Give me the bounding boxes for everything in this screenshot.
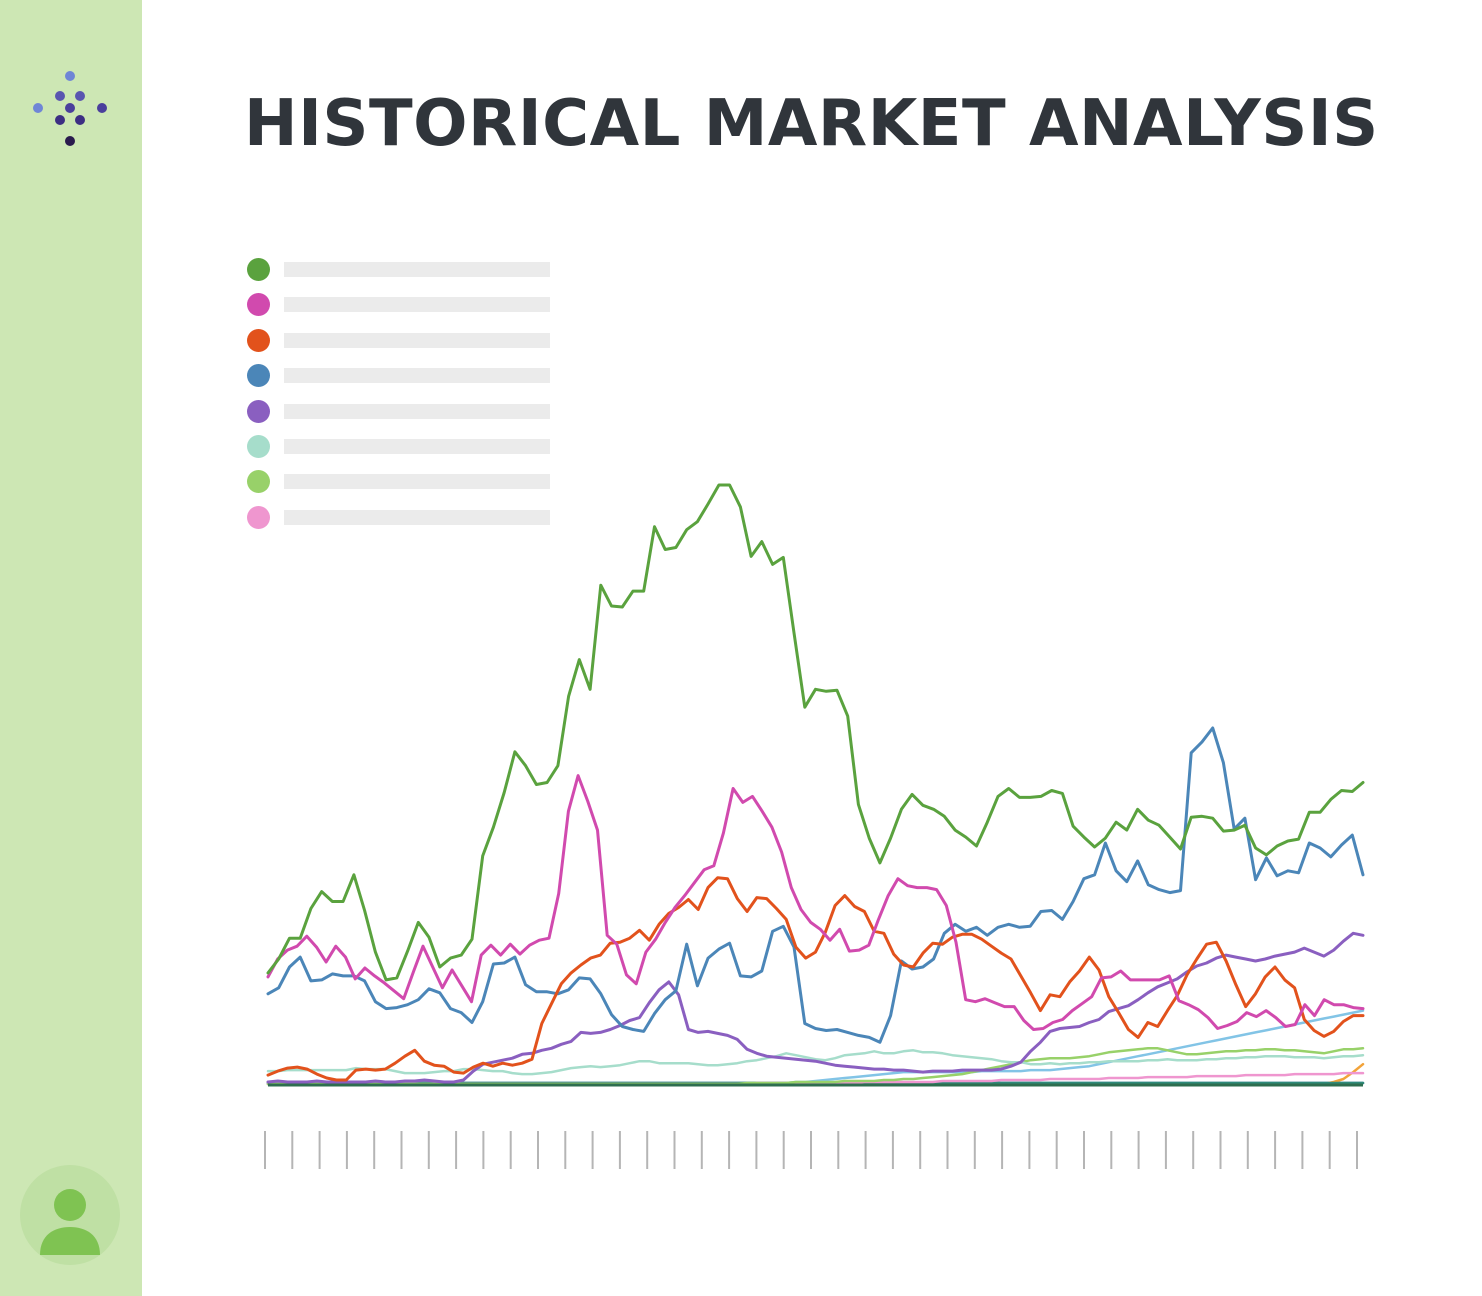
logo-dot — [75, 115, 85, 125]
logo-dot — [75, 91, 85, 101]
legend-label — [284, 368, 550, 384]
legend-item[interactable] — [246, 433, 566, 468]
legend-color-dot — [247, 328, 270, 352]
user-avatar-icon[interactable] — [20, 1165, 120, 1265]
series-line-3[interactable] — [266, 726, 1365, 1044]
legend-color-dot — [247, 505, 270, 529]
logo-dot — [65, 103, 75, 113]
legend-color-dot — [247, 434, 270, 458]
series-line-4[interactable] — [266, 931, 1365, 1084]
legend-label — [284, 474, 550, 490]
chart-legend — [246, 256, 566, 539]
legend-color-dot — [247, 470, 270, 494]
series-line-2[interactable] — [266, 876, 1365, 1082]
logo-dot — [97, 103, 107, 113]
legend-label — [284, 509, 550, 525]
legend-item[interactable] — [246, 327, 566, 362]
legend-label — [284, 332, 550, 348]
legend-label — [284, 438, 550, 454]
legend-label — [284, 262, 550, 277]
logo-dot — [33, 103, 43, 113]
legend-color-dot — [247, 293, 270, 317]
legend-item[interactable] — [246, 398, 566, 433]
legend-item[interactable] — [246, 504, 566, 539]
dotted-cross-logo-icon[interactable] — [28, 66, 114, 152]
legend-label — [284, 297, 550, 313]
legend-item[interactable] — [246, 256, 566, 291]
page-title: HISTORICAL MARKET ANALYSIS — [244, 87, 1379, 161]
series-line-0[interactable] — [266, 483, 1365, 982]
legend-item[interactable] — [246, 468, 566, 503]
legend-color-dot — [247, 364, 270, 388]
legend-color-dot — [247, 258, 270, 281]
legend-label — [284, 403, 550, 419]
user-silhouette-icon — [40, 1189, 100, 1255]
logo-dot — [65, 71, 75, 81]
series-line-1[interactable] — [266, 774, 1365, 1031]
logo-dot — [55, 91, 65, 101]
series-line-6[interactable] — [266, 1047, 1365, 1086]
logo-dot — [65, 136, 75, 146]
sidebar — [0, 0, 142, 1296]
legend-item[interactable] — [246, 362, 566, 397]
legend-color-dot — [247, 399, 270, 423]
legend-item[interactable] — [246, 291, 566, 326]
logo-dot — [55, 115, 65, 125]
